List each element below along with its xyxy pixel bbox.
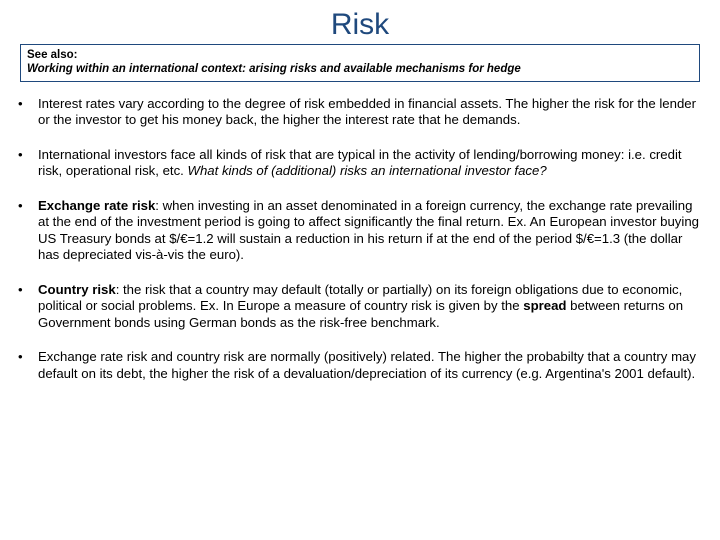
bullet-text: Interest rates vary according to the deg… [38,96,704,129]
bullet-marker: • [16,96,38,113]
bullet-text: Exchange rate risk and country risk are … [38,349,704,382]
bullet-marker: • [16,147,38,164]
bullet-marker: • [16,349,38,366]
see-also-box: See also: Working within an internationa… [20,44,700,82]
see-also-text: Working within an international context:… [27,62,693,76]
list-item: •Exchange rate risk: when investing in a… [16,198,704,264]
bullet-marker: • [16,198,38,215]
bullet-text: Exchange rate risk: when investing in an… [38,198,704,264]
bullet-marker: • [16,282,38,299]
list-item: •Exchange rate risk and country risk are… [16,349,704,382]
page-title: Risk [16,8,704,42]
bullet-text: International investors face all kinds o… [38,147,704,180]
bullet-text: Country risk: the risk that a country ma… [38,282,704,332]
list-item: •International investors face all kinds … [16,147,704,180]
list-item: •Interest rates vary according to the de… [16,96,704,129]
list-item: •Country risk: the risk that a country m… [16,282,704,332]
bullet-list: •Interest rates vary according to the de… [16,96,704,383]
see-also-label: See also: [27,48,693,62]
